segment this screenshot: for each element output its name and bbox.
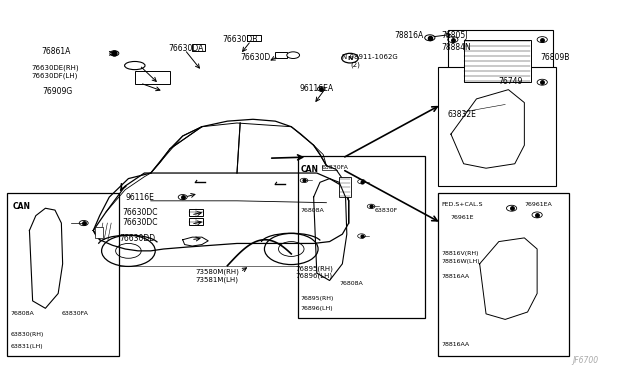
Text: 76896(LH): 76896(LH)	[301, 306, 333, 311]
Text: 73580M(RH): 73580M(RH)	[195, 269, 239, 275]
Text: N 08911-1062G: N 08911-1062G	[342, 54, 398, 60]
Text: 76630D: 76630D	[240, 52, 271, 61]
Bar	[192, 44, 205, 51]
Text: CAN: CAN	[12, 202, 30, 211]
Text: 76630DA: 76630DA	[168, 44, 204, 53]
Text: 78816W(LH): 78816W(LH)	[442, 259, 480, 264]
Bar	[95, 227, 103, 238]
Text: 76895(RH): 76895(RH)	[301, 296, 334, 301]
Text: (2): (2)	[351, 61, 360, 68]
Text: 78816AA: 78816AA	[442, 342, 470, 347]
Text: 96116EA: 96116EA	[300, 84, 333, 93]
Bar	[438, 193, 569, 356]
Text: 76630DC: 76630DC	[122, 208, 157, 217]
Bar	[246, 35, 260, 41]
Text: 63830F: 63830F	[374, 208, 397, 212]
Bar	[189, 209, 203, 216]
Text: 76808A: 76808A	[301, 208, 324, 212]
Text: 63830FA: 63830FA	[61, 311, 88, 316]
Text: 78816V(RH): 78816V(RH)	[442, 251, 479, 256]
Text: CAN: CAN	[301, 164, 319, 173]
Bar	[7, 193, 119, 356]
Text: 76961E: 76961E	[451, 215, 474, 220]
Text: 76896(LH): 76896(LH)	[296, 272, 333, 279]
Text: 78884N: 78884N	[442, 42, 471, 51]
Bar	[298, 156, 426, 318]
Text: 76861A: 76861A	[41, 47, 70, 56]
Ellipse shape	[287, 52, 300, 58]
Bar	[275, 52, 287, 58]
Text: 76808A: 76808A	[10, 311, 34, 316]
Text: 76630DB: 76630DB	[222, 35, 258, 44]
Text: 63830FA: 63830FA	[322, 164, 349, 170]
Bar	[464, 39, 531, 82]
Ellipse shape	[125, 61, 145, 70]
Bar	[189, 218, 203, 225]
Text: N: N	[348, 56, 353, 61]
Text: FED.S+CAL.S: FED.S+CAL.S	[442, 202, 483, 206]
Text: 76630DC: 76630DC	[122, 218, 157, 227]
Text: 76630DE(RH): 76630DE(RH)	[31, 65, 79, 71]
Bar	[448, 31, 553, 92]
Text: 63831(LH): 63831(LH)	[10, 344, 43, 349]
Bar	[339, 177, 351, 197]
Text: 78816A: 78816A	[395, 31, 424, 41]
Bar	[135, 71, 170, 84]
Text: 73581M(LH): 73581M(LH)	[195, 276, 239, 283]
Text: 76809B: 76809B	[540, 52, 570, 61]
Text: 76630DF(LH): 76630DF(LH)	[31, 73, 77, 79]
Bar	[438, 67, 556, 186]
Text: 76805J: 76805J	[442, 31, 468, 41]
Text: JF6700: JF6700	[572, 356, 598, 365]
Text: 78816AA: 78816AA	[442, 274, 470, 279]
Text: 76909G: 76909G	[42, 87, 72, 96]
Text: 76749: 76749	[499, 77, 523, 86]
Text: 96116E: 96116E	[125, 193, 154, 202]
Text: 76808A: 76808A	[339, 281, 363, 286]
Text: 76895(RH): 76895(RH)	[296, 265, 333, 272]
Text: 63830(RH): 63830(RH)	[10, 333, 44, 337]
Text: 76630DD: 76630DD	[119, 234, 155, 243]
Text: 76961EA: 76961EA	[524, 202, 552, 206]
Text: 63832E: 63832E	[448, 110, 477, 119]
